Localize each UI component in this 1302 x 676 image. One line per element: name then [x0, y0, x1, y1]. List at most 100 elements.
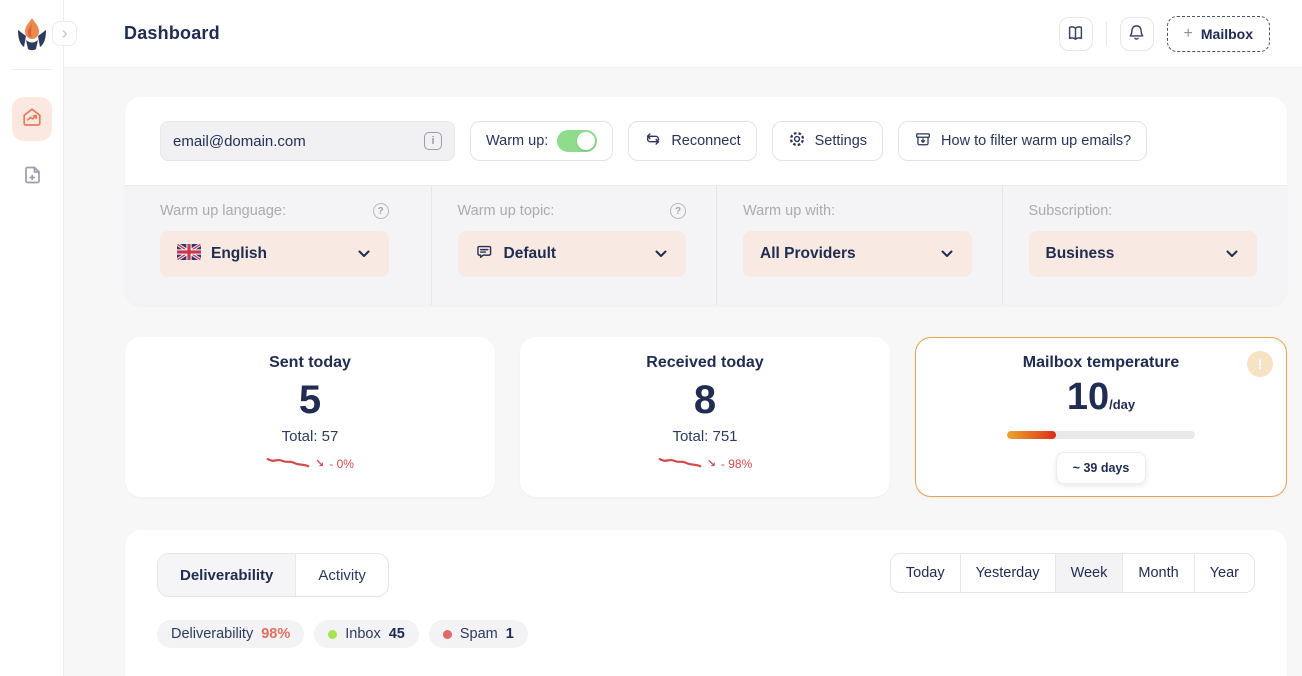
add-mailbox-button[interactable]: + Mailbox — [1166, 15, 1270, 52]
mailbox-settings-card: email@domain.com i Warm up: Reconnect — [125, 97, 1287, 305]
main-content: email@domain.com i Warm up: Reconnect — [64, 68, 1302, 676]
settings-button[interactable]: Settings — [771, 121, 884, 161]
field-warmup-topic: Warm up topic: ? Default — [430, 186, 717, 305]
panel-controls: Deliverability Activity Today Yesterday … — [157, 553, 1255, 597]
badge-value: 1 — [505, 626, 514, 642]
range-year[interactable]: Year — [1193, 554, 1254, 592]
stats-row: Sent today 5 Total: 57 ↘ - 0% Received t… — [125, 337, 1287, 497]
tab-deliverability[interactable]: Deliverability — [158, 554, 297, 596]
archive-download-icon — [914, 130, 932, 152]
home-chart-icon — [21, 106, 43, 133]
trend-line-icon — [266, 455, 310, 472]
add-mailbox-label: Mailbox — [1200, 25, 1253, 42]
tab-activity[interactable]: Activity — [318, 566, 366, 584]
chat-bubble-icon — [475, 242, 494, 266]
book-icon — [1066, 23, 1085, 45]
stat-title: Sent today — [269, 354, 351, 371]
temperature-progress-fill — [1007, 430, 1056, 439]
sent-today-card: Sent today 5 Total: 57 ↘ - 0% — [125, 337, 495, 497]
header-divider — [1105, 21, 1107, 46]
sidebar-item-dashboard[interactable] — [11, 97, 52, 141]
arrow-down-right-icon: ↘ — [315, 457, 325, 470]
app-logo-flame-icon — [14, 16, 50, 52]
toggle-knob — [577, 132, 596, 150]
stat-title: Received today — [646, 354, 764, 371]
stat-value: 8 — [693, 378, 717, 422]
email-input[interactable]: email@domain.com i — [160, 121, 455, 161]
chevron-down-icon — [939, 246, 955, 262]
subscription-select[interactable]: Business — [1028, 231, 1257, 277]
stat-total: Total: 57 — [281, 428, 339, 445]
stat-total: Total: 751 — [672, 428, 738, 445]
settings-label: Settings — [814, 133, 868, 149]
sidebar-collapse-button[interactable] — [52, 21, 77, 46]
sidebar — [0, 0, 64, 676]
received-today-card: Received today 8 Total: 751 ↘ - 98% — [520, 337, 890, 497]
warmup-toggle-button[interactable]: Warm up: — [470, 121, 614, 161]
field-label: Warm up language: — [160, 203, 287, 219]
trend-value: - 0% — [329, 456, 354, 471]
page-title: Dashboard — [124, 23, 220, 43]
inbox-badge[interactable]: Inbox 45 — [314, 620, 419, 648]
warmup-options-row: Warm up language: ? English — [125, 185, 1287, 305]
providers-value: All Providers — [760, 245, 856, 262]
uk-flag-icon — [176, 242, 202, 265]
docs-button[interactable] — [1058, 16, 1093, 51]
badge-value: 98% — [261, 626, 291, 642]
email-value: email@domain.com — [173, 132, 306, 150]
range-month[interactable]: Month — [1122, 554, 1193, 592]
field-warmup-with: Warm up with: All Providers — [716, 186, 1002, 305]
stat-title: Mailbox temperature — [1022, 354, 1180, 371]
info-icon[interactable]: i — [424, 132, 442, 150]
file-plus-icon — [21, 164, 43, 191]
range-yesterday[interactable]: Yesterday — [959, 554, 1055, 592]
field-label-row: Warm up with: — [743, 203, 972, 219]
topic-value: Default — [503, 245, 557, 262]
filter-help-label: How to filter warm up emails? — [941, 133, 1132, 149]
field-label-row: Warm up topic: ? — [458, 203, 686, 219]
alert-icon[interactable]: ! — [1247, 351, 1273, 377]
temperature-value-row: 10 /day — [916, 376, 1286, 418]
warmup-label: Warm up: — [486, 133, 549, 149]
inbox-dot-icon — [328, 629, 338, 639]
topic-select[interactable]: Default — [457, 231, 686, 277]
providers-select[interactable]: All Providers — [743, 231, 972, 277]
warmup-toggle[interactable] — [557, 130, 598, 152]
analytics-panel: Deliverability Activity Today Yesterday … — [125, 530, 1287, 676]
chevron-down-icon — [1224, 246, 1240, 262]
top-header: Dashboard + Mailbox — [64, 0, 1302, 68]
range-today[interactable]: Today — [905, 565, 945, 581]
days-left-chip[interactable]: ~ 39 days — [1055, 451, 1147, 484]
range-week[interactable]: Week — [1054, 554, 1123, 592]
spam-dot-icon — [442, 629, 452, 639]
badge-label: Deliverability — [171, 626, 254, 642]
field-subscription: Subscription: Business — [1001, 186, 1288, 305]
help-icon[interactable]: ? — [372, 203, 389, 219]
date-range-selector: Today Yesterday Week Month Year — [889, 553, 1255, 593]
reconnect-button[interactable]: Reconnect — [628, 121, 757, 161]
stat-value: 5 — [298, 378, 322, 422]
field-warmup-language: Warm up language: ? English — [125, 186, 431, 305]
spam-badge[interactable]: Spam 1 — [428, 620, 528, 648]
temperature-value: 10 — [1066, 376, 1110, 418]
plus-icon: + — [1183, 24, 1193, 42]
mailbox-controls-row: email@domain.com i Warm up: Reconnect — [125, 97, 1287, 185]
filter-help-button[interactable]: How to filter warm up emails? — [898, 121, 1148, 161]
notifications-button[interactable] — [1119, 16, 1154, 51]
deliverability-badge[interactable]: Deliverability 98% — [157, 620, 305, 648]
trend-indicator: ↘ - 98% — [658, 455, 753, 472]
language-select[interactable]: English — [160, 231, 389, 277]
trend-value: - 98% — [720, 456, 753, 471]
help-icon[interactable]: ? — [670, 203, 686, 219]
field-label: Warm up with: — [743, 203, 836, 219]
temperature-unit: /day — [1109, 397, 1136, 412]
trend-indicator: ↘ - 0% — [266, 455, 354, 472]
field-label-row: Warm up language: ? — [160, 203, 389, 219]
sidebar-divider — [11, 69, 52, 70]
subscription-value: Business — [1045, 245, 1115, 262]
reconnect-label: Reconnect — [671, 133, 741, 149]
badge-label: Spam — [459, 626, 498, 642]
sidebar-item-add-mailbox[interactable] — [12, 155, 52, 199]
mailbox-temperature-card: ! Mailbox temperature 10 /day ~ 39 days — [915, 337, 1287, 497]
field-label-row: Subscription: — [1029, 203, 1258, 219]
